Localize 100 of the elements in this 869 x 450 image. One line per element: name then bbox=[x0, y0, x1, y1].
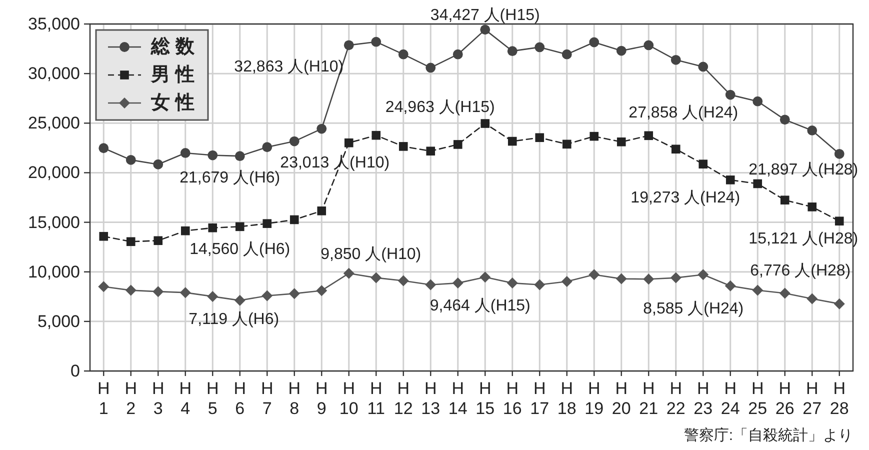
point bbox=[589, 37, 600, 48]
point bbox=[207, 290, 218, 302]
point bbox=[753, 179, 762, 188]
point bbox=[590, 132, 599, 141]
annotation: 6,776 人(H28) bbox=[750, 262, 851, 280]
point bbox=[507, 46, 518, 56]
x-tick-label: H 12 bbox=[394, 379, 413, 418]
x-tick-label: H 25 bbox=[748, 379, 768, 418]
point bbox=[780, 196, 790, 204]
y-tick-label: 35,000 bbox=[28, 14, 80, 34]
annotation: 24,963 人(H15) bbox=[385, 99, 495, 116]
annotation: 9,850 人(H10) bbox=[320, 246, 422, 263]
point bbox=[180, 148, 190, 158]
point bbox=[262, 142, 272, 152]
x-tick-label: H 7 bbox=[260, 379, 274, 418]
annotation: 14,560 人(H6) bbox=[190, 241, 290, 258]
point bbox=[290, 215, 299, 224]
annotation: 19,273 人(H24) bbox=[630, 189, 740, 206]
x-tick-label: H 2 bbox=[124, 379, 138, 418]
x-tick-label: H 8 bbox=[288, 379, 301, 418]
x-tick-label: H 13 bbox=[421, 379, 440, 418]
y-tick-label: 5,000 bbox=[37, 312, 80, 331]
x-tick-label: H 28 bbox=[830, 379, 849, 418]
point bbox=[670, 272, 682, 284]
point bbox=[562, 140, 572, 149]
point bbox=[752, 284, 764, 296]
point bbox=[643, 274, 654, 285]
x-tick-label: H 26 bbox=[775, 379, 794, 418]
x-tick-label: H 16 bbox=[502, 379, 522, 418]
point bbox=[316, 124, 327, 134]
x-tick-label: H 17 bbox=[530, 379, 550, 418]
point bbox=[126, 154, 136, 165]
point bbox=[588, 269, 600, 280]
annotation: 8,585 人(H24) bbox=[643, 300, 744, 318]
point bbox=[234, 151, 245, 162]
point bbox=[316, 285, 328, 296]
point bbox=[398, 275, 409, 286]
point bbox=[779, 288, 790, 299]
y-tick-label: 30,000 bbox=[28, 64, 80, 84]
annotation: 34,427 人(H15) bbox=[430, 7, 540, 24]
point bbox=[534, 279, 546, 290]
point bbox=[152, 286, 164, 298]
point bbox=[644, 131, 654, 140]
point bbox=[506, 278, 518, 289]
point bbox=[234, 294, 246, 306]
point bbox=[288, 288, 300, 300]
point bbox=[289, 136, 300, 146]
y-tick-label: 25,000 bbox=[28, 114, 80, 133]
point bbox=[126, 237, 136, 246]
point bbox=[534, 42, 545, 52]
point bbox=[834, 148, 844, 159]
point bbox=[262, 290, 273, 302]
point bbox=[535, 133, 544, 142]
point bbox=[98, 143, 109, 154]
point bbox=[180, 287, 191, 298]
point bbox=[616, 46, 626, 56]
point bbox=[208, 150, 218, 160]
legend-label: 男 性 bbox=[150, 64, 194, 86]
point bbox=[508, 136, 517, 146]
point bbox=[726, 176, 735, 184]
x-tick-label: H 27 bbox=[802, 379, 822, 418]
point bbox=[425, 279, 436, 290]
x-tick-label: H 1 bbox=[97, 379, 110, 418]
point bbox=[344, 138, 354, 148]
x-tick-label: H 15 bbox=[476, 379, 495, 418]
x-tick-label: H 3 bbox=[152, 379, 164, 418]
point bbox=[562, 49, 572, 60]
point bbox=[698, 62, 708, 72]
point bbox=[698, 160, 708, 168]
point bbox=[235, 222, 244, 232]
x-tick-label: H 23 bbox=[694, 379, 713, 418]
point bbox=[807, 126, 818, 136]
point bbox=[398, 49, 408, 60]
x-tick-label: H 19 bbox=[584, 379, 604, 418]
point bbox=[398, 142, 408, 151]
point bbox=[561, 276, 572, 287]
point bbox=[180, 226, 190, 236]
x-tick-label: H 21 bbox=[639, 379, 658, 418]
point bbox=[372, 130, 381, 140]
x-tick-label: H 5 bbox=[206, 379, 219, 418]
point bbox=[426, 146, 436, 156]
y-tick-label: 15,000 bbox=[28, 212, 80, 232]
point bbox=[426, 62, 436, 73]
point bbox=[806, 293, 818, 304]
point bbox=[725, 90, 736, 100]
x-tick-label: H 4 bbox=[179, 379, 192, 418]
point bbox=[452, 49, 463, 60]
annotation: 23,013 人(H10) bbox=[280, 154, 390, 172]
point bbox=[371, 36, 382, 47]
annotation: 9,464 人(H15) bbox=[430, 298, 530, 315]
legend-label: 総 数 bbox=[150, 36, 196, 58]
x-tick-label: H 14 bbox=[448, 379, 468, 418]
point bbox=[317, 206, 326, 216]
x-tick-label: H 6 bbox=[234, 379, 246, 418]
text: 警察庁:「自殺統計」より bbox=[684, 427, 853, 444]
x-tick-label: H 20 bbox=[612, 379, 631, 418]
point bbox=[154, 236, 163, 246]
x-tick-label: H 10 bbox=[339, 379, 358, 418]
point bbox=[480, 119, 490, 128]
point bbox=[671, 144, 680, 154]
